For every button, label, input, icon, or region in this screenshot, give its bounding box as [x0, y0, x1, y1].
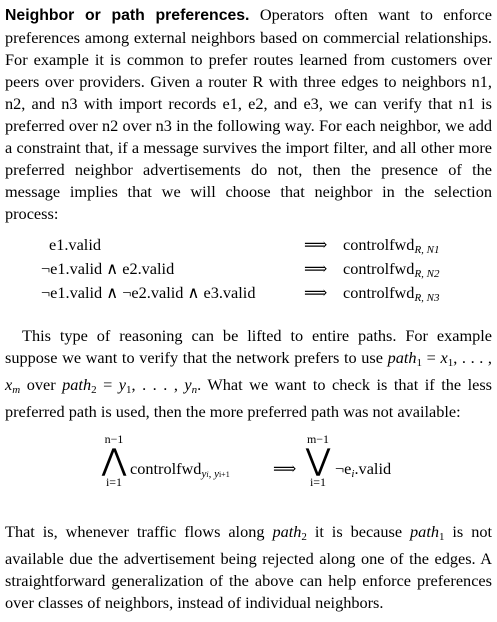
- math-path2: path: [272, 522, 302, 541]
- math-y: y: [184, 375, 192, 394]
- implies-arrow: ⟹: [273, 459, 297, 478]
- paragraph-path-reasoning: This type of reasoning can be lifted to …: [5, 325, 492, 423]
- body-suffix: .valid: [354, 459, 392, 478]
- text-run: That is, whenever traffic flows along: [5, 522, 273, 541]
- text-run: over: [20, 375, 63, 394]
- text-run: is not available due the advertisement b…: [5, 522, 493, 612]
- math-subscript: 1: [438, 531, 445, 543]
- math-subscript: n: [191, 384, 198, 396]
- rhs-base: controlfwd: [343, 259, 415, 278]
- big-vee-symbol: ⋁: [305, 444, 331, 477]
- math-path1: path: [410, 522, 439, 541]
- rhs-base: controlfwd: [343, 283, 415, 302]
- implies-arrow: ⟹: [304, 235, 328, 254]
- implies-arrow: ⟹: [304, 259, 328, 278]
- sub-part: y: [201, 468, 207, 480]
- text-run: This type of reasoning can be lifted to …: [5, 326, 492, 367]
- math-subscript: 1: [416, 357, 423, 369]
- preference-equation-array: e1.valid ⟹ controlfwdR, N1 ¬e1.valid ∧ e…: [5, 235, 492, 317]
- equation-rhs: controlfwdR, N2: [343, 259, 440, 280]
- math-subscript: 2: [91, 384, 97, 396]
- implies-arrow: ⟹: [304, 283, 328, 302]
- sub-part: i: [206, 470, 209, 479]
- rhs-subscript: R, N3: [414, 292, 440, 304]
- equation-rhs: controlfwdR, N3: [343, 283, 440, 304]
- document-page: Neighbor or path preferences. Operators …: [5, 4, 492, 614]
- text-run: it is because: [306, 522, 411, 541]
- math-x: x: [440, 348, 448, 367]
- big-or-operator: m−1 ⋁ i=1: [304, 433, 332, 489]
- math-subscript: m: [12, 384, 21, 396]
- sub-part: , y: [208, 468, 219, 480]
- paragraph-conclusion: That is, whenever traffic flows along pa…: [5, 521, 492, 614]
- math-x: x: [5, 375, 13, 394]
- body-subscript: yi, yi+1: [201, 468, 229, 480]
- text-run: =: [422, 348, 441, 367]
- paragraph-neighbor-preferences: Neighbor or path preferences. Operators …: [5, 4, 492, 225]
- path-preference-display-equation: n−1 ⋀ i=1 controlfwdyi, yi+1 ⟹ m−1 ⋁ i=1…: [5, 431, 492, 517]
- big-and-operator: n−1 ⋀ i=1: [100, 433, 128, 489]
- math-path2: path: [62, 375, 92, 394]
- text-run: =: [96, 375, 119, 394]
- big-wedge-symbol: ⋀: [101, 444, 127, 477]
- equation-rhs: controlfwdR, N1: [343, 235, 440, 256]
- math-subscript: 1: [447, 357, 454, 369]
- rhs-subscript: R, N2: [414, 268, 440, 280]
- rhs-subscript: R, N1: [414, 244, 440, 256]
- math-subscript: 1: [126, 384, 132, 396]
- or-body: ¬ei.valid: [335, 459, 391, 480]
- body-base: ¬e: [335, 459, 352, 478]
- equation-lhs: ¬e1.valid ∧ e2.valid: [41, 259, 175, 278]
- math-y: y: [118, 375, 127, 394]
- equation-lhs: ¬e1.valid ∧ ¬e2.valid ∧ e3.valid: [41, 283, 256, 302]
- body-subscript: i: [351, 468, 355, 480]
- rhs-base: controlfwd: [343, 235, 415, 254]
- and-body: controlfwdyi, yi+1: [130, 459, 230, 480]
- math-path1: path: [387, 348, 417, 367]
- equation-row: ¬e1.valid ∧ ¬e2.valid ∧ e3.valid ⟹ contr…: [5, 283, 492, 305]
- upper-limit: n−1: [104, 432, 124, 446]
- text-run: . What we want to check is that if the l…: [5, 375, 493, 421]
- text-run: , . . . ,: [131, 375, 185, 394]
- sub-part: i+1: [218, 470, 230, 479]
- lower-limit: i=1: [105, 475, 123, 489]
- equation-row: e1.valid ⟹ controlfwdR, N1: [5, 235, 492, 257]
- runin-heading: Neighbor or path preferences.: [5, 7, 250, 24]
- paragraph-body: Operators often want to enforce preferen…: [5, 5, 492, 223]
- upper-limit: m−1: [306, 432, 330, 446]
- equation-row: ¬e1.valid ∧ e2.valid ⟹ controlfwdR, N2: [5, 259, 492, 281]
- lower-limit: i=1: [309, 475, 327, 489]
- body-base: controlfwd: [130, 459, 202, 478]
- text-run: , . . . ,: [453, 348, 493, 367]
- math-subscript: 2: [301, 531, 307, 543]
- equation-lhs: e1.valid: [49, 235, 101, 254]
